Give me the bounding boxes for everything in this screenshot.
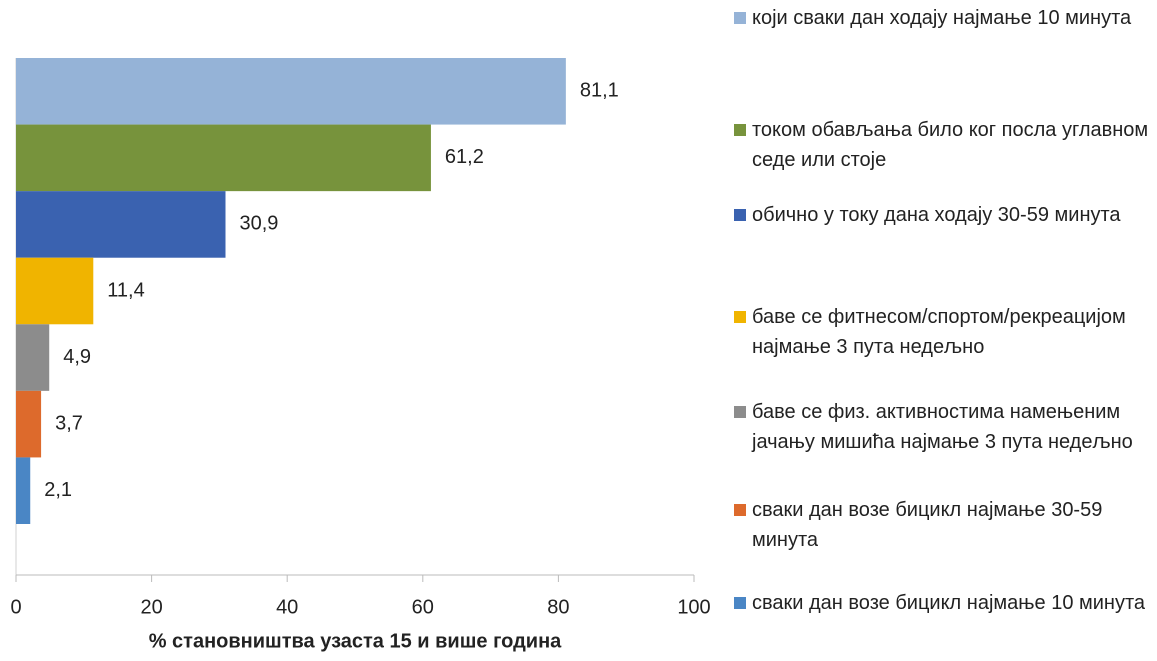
legend-swatch <box>734 12 746 24</box>
legend-label: током обављања било ког посла углавном с… <box>752 119 1149 171</box>
x-tick-label: 40 <box>276 596 298 618</box>
legend-entry: баве се физ. активностима намењеним јача… <box>734 397 1154 457</box>
legend-swatch <box>734 504 746 516</box>
data-label: 30,9 <box>240 213 279 235</box>
legend-swatch <box>734 597 746 609</box>
legend-swatch <box>734 406 746 418</box>
legend-label: који сваки дан ходају најмање 10 минута <box>752 7 1132 29</box>
bar <box>16 457 31 524</box>
legend-label: сваки дан возе бицикл најмање 10 минута <box>752 592 1146 614</box>
bar <box>16 257 94 325</box>
x-tick-label: 0 <box>10 596 21 618</box>
data-label: 2,1 <box>44 479 72 501</box>
x-tick-label: 20 <box>140 596 162 618</box>
legend-label: баве се физ. активностима намењеним јача… <box>752 401 1133 453</box>
legend-label: обично у току дана ходају 30-59 минута <box>752 204 1121 226</box>
legend-swatch <box>734 311 746 323</box>
legend-swatch <box>734 124 746 136</box>
data-label: 81,1 <box>580 80 619 102</box>
x-tick-label: 60 <box>412 596 434 618</box>
legend-label: баве се фитнесом/спортом/рекреацијом нај… <box>752 306 1126 358</box>
x-tick-label: 100 <box>677 596 710 618</box>
chart: % становништва узаста 15 и више година 0… <box>10 58 711 652</box>
legend-entry: сваки дан возе бицикл најмање 10 минута <box>734 588 1154 618</box>
legend-entry: обично у току дана ходају 30-59 минута <box>734 200 1154 230</box>
data-label: 61,2 <box>445 146 484 168</box>
legend-entry: током обављања било ког посла углавном с… <box>734 115 1154 175</box>
data-label: 4,9 <box>63 346 91 368</box>
bar <box>16 191 226 258</box>
legend-entry: који сваки дан ходају најмање 10 минута <box>734 3 1154 33</box>
data-label: 3,7 <box>55 412 83 434</box>
bar <box>16 324 50 391</box>
legend-swatch <box>734 209 746 221</box>
x-tick-label: 80 <box>547 596 569 618</box>
data-label: 11,4 <box>107 279 144 301</box>
legend-entry: сваки дан возе бицикл најмање 30-59 мину… <box>734 495 1154 555</box>
bar <box>16 390 42 458</box>
bar <box>16 124 431 192</box>
legend-entry: баве се фитнесом/спортом/рекреацијом нај… <box>734 302 1154 362</box>
x-axis-title: % становништва узаста 15 и више година <box>149 630 562 652</box>
bar <box>16 58 566 125</box>
legend-label: сваки дан возе бицикл најмање 30-59 мину… <box>752 499 1103 551</box>
